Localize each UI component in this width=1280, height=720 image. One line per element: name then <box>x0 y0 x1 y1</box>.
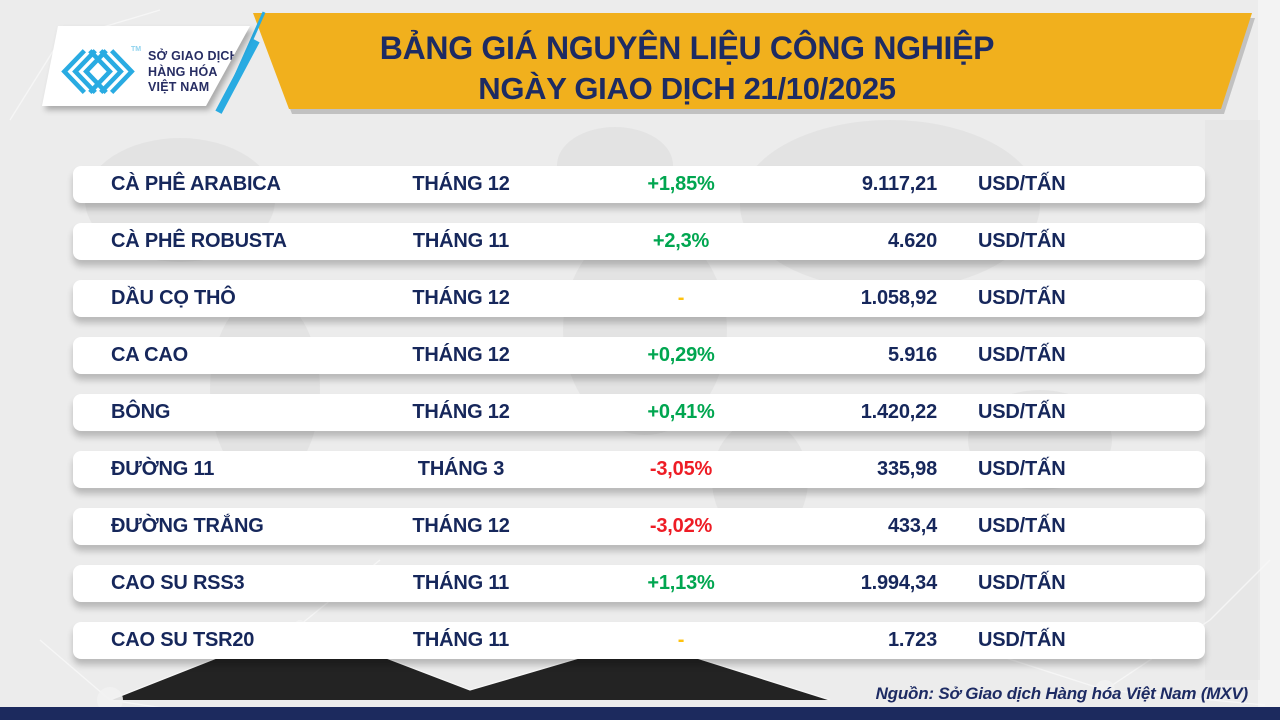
change-percent: +0,41% <box>647 401 715 423</box>
price-unit: USD/TẤN <box>978 572 1066 594</box>
price-value: 9.117,21 <box>861 173 937 195</box>
table-row: CA CAO THÁNG 12 +0,29% 5.916 USD/TẤN <box>73 337 1205 374</box>
commodity-name: ĐƯỜNG 11 <box>111 458 215 480</box>
commodity-name: CAO SU TSR20 <box>111 629 255 651</box>
table-row: CAO SU TSR20 THÁNG 11 - 1.723 USD/TẤN <box>73 622 1205 659</box>
change-percent: - <box>677 629 685 651</box>
table-row: CÀ PHÊ ARABICA THÁNG 12 +1,85% 9.117,21 … <box>73 166 1205 203</box>
price-value: 5.916 <box>887 344 937 366</box>
price-value: 433,4 <box>887 515 937 537</box>
contract-month: THÁNG 12 <box>412 287 510 309</box>
title-line2: NGÀY GIAO DỊCH 21/10/2025 <box>478 71 896 106</box>
table-row: BÔNG THÁNG 12 +0,41% 1.420,22 USD/TẤN <box>73 394 1205 431</box>
change-percent: -3,02% <box>649 515 713 537</box>
price-unit: USD/TẤN <box>978 344 1066 366</box>
bottom-bar <box>0 707 1280 720</box>
commodity-name: CAO SU RSS3 <box>111 572 245 594</box>
price-unit: USD/TẤN <box>978 173 1066 195</box>
table-row: ĐƯỜNG TRẮNG THÁNG 12 -3,02% 433,4 USD/TẤ… <box>73 508 1205 545</box>
commodity-name: BÔNG <box>111 401 171 423</box>
price-value: 1.420,22 <box>860 401 937 423</box>
title-line1: BẢNG GIÁ NGUYÊN LIỆU CÔNG NGHIỆP <box>379 30 995 66</box>
price-value: 4.620 <box>887 230 937 252</box>
source-credit: Nguồn: Sở Giao dịch Hàng hóa Việt Nam (M… <box>875 684 1249 703</box>
price-value: 335,98 <box>877 458 937 480</box>
price-unit: USD/TẤN <box>978 629 1066 651</box>
table-row: DẦU CỌ THÔ THÁNG 12 - 1.058,92 USD/TẤN <box>73 280 1205 317</box>
contract-month: THÁNG 11 <box>412 572 510 594</box>
table-row: CAO SU RSS3 THÁNG 11 +1,13% 1.994,34 USD… <box>73 565 1205 602</box>
contract-month: THÁNG 11 <box>412 230 510 252</box>
price-value: 1.058,92 <box>860 287 937 309</box>
page-title: BẢNG GIÁ NGUYÊN LIỆU CÔNG NGHIỆP NGÀY GI… <box>337 28 1037 109</box>
commodity-name: ĐƯỜNG TRẮNG <box>111 515 264 537</box>
price-unit: USD/TẤN <box>978 287 1066 309</box>
commodity-name: DẦU CỌ THÔ <box>111 287 236 309</box>
change-percent: - <box>677 287 685 309</box>
change-percent: +0,29% <box>647 344 715 366</box>
change-percent: +2,3% <box>652 230 710 252</box>
price-unit: USD/TẤN <box>978 458 1066 480</box>
contract-month: THÁNG 3 <box>417 458 505 480</box>
table-row: ĐƯỜNG 11 THÁNG 3 -3,05% 335,98 USD/TẤN <box>73 451 1205 488</box>
contract-month: THÁNG 12 <box>412 344 510 366</box>
change-percent: -3,05% <box>649 458 713 480</box>
price-unit: USD/TẤN <box>978 230 1066 252</box>
contract-month: THÁNG 12 <box>412 401 510 423</box>
commodity-name: CÀ PHÊ ARABICA <box>111 173 281 195</box>
change-percent: +1,13% <box>647 572 715 594</box>
commodity-name: CA CAO <box>111 344 188 366</box>
price-unit: USD/TẤN <box>978 515 1066 537</box>
table-row: CÀ PHÊ ROBUSTA THÁNG 11 +2,3% 4.620 USD/… <box>73 223 1205 260</box>
price-value: 1.994,34 <box>860 572 937 594</box>
contract-month: THÁNG 11 <box>412 629 510 651</box>
change-percent: +1,85% <box>647 173 715 195</box>
commodity-name: CÀ PHÊ ROBUSTA <box>111 230 287 252</box>
contract-month: THÁNG 12 <box>412 515 510 537</box>
price-value: 1.723 <box>887 629 937 651</box>
contract-month: THÁNG 12 <box>412 173 510 195</box>
price-unit: USD/TẤN <box>978 401 1066 423</box>
